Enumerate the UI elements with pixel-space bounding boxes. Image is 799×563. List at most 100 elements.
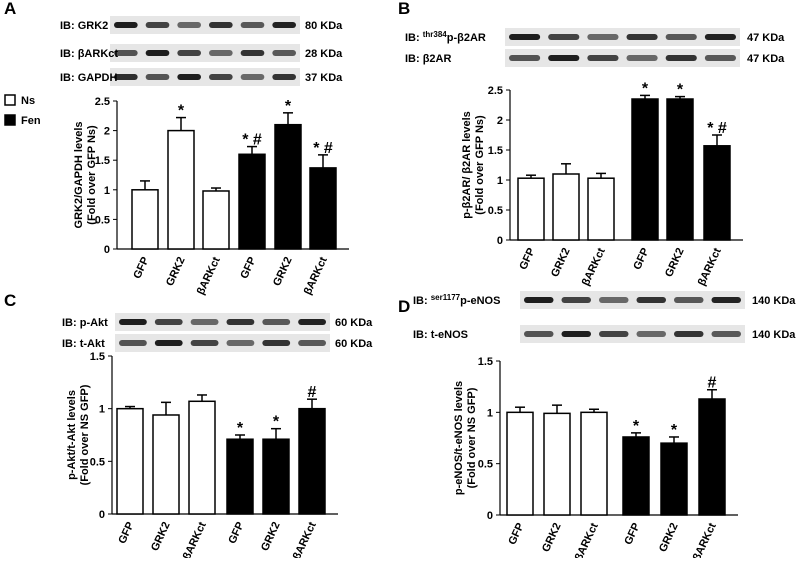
bar <box>274 123 302 250</box>
blot-band <box>599 297 629 303</box>
y-tick-label: 2 <box>104 126 110 138</box>
blot-label-part: IB: <box>405 32 423 44</box>
y-tick-label: 0.5 <box>90 456 105 468</box>
blot-band <box>209 50 233 56</box>
x-tick-label: βARKct <box>573 521 601 558</box>
bar <box>309 167 337 250</box>
bar <box>202 190 230 250</box>
blot-band <box>524 331 554 337</box>
bar <box>116 407 144 515</box>
blot-label-part: ser1177 <box>431 293 461 302</box>
blot-band <box>548 34 580 40</box>
y-axis-label-line: p-eNOS/t-eNOS levels <box>453 381 465 495</box>
y-tick-label: 1 <box>104 185 110 197</box>
bar <box>238 153 266 250</box>
panel-letter: C <box>4 291 16 310</box>
legend-label: Fen <box>21 115 41 127</box>
y-axis-label-line: (Fold over NS GFP) <box>466 387 478 488</box>
blot-band <box>226 340 255 346</box>
blot-band <box>190 340 219 346</box>
blot-band <box>209 74 233 80</box>
blot-band <box>704 55 736 61</box>
blot-band <box>119 340 147 346</box>
blot-band <box>262 319 291 325</box>
y-tick-label: 0 <box>99 509 105 521</box>
blot-band <box>599 331 629 337</box>
blot-label: IB: GRK2 <box>60 20 108 32</box>
blot-label: IB: GAPDH <box>60 72 118 84</box>
blot-band <box>240 22 265 28</box>
y-tick-label: 2 <box>497 115 503 127</box>
annotation: # <box>708 375 717 392</box>
blot-band <box>665 55 697 61</box>
x-tick-label: GFP <box>622 521 642 547</box>
y-axis-label-line: GRK2/GAPDH levels <box>73 122 85 229</box>
x-tick-label: GFP <box>226 520 246 546</box>
blot-band <box>262 340 291 346</box>
x-tick-label: βARKct <box>181 520 209 558</box>
x-tick-label: βARKct <box>691 521 719 558</box>
blot-band <box>587 55 619 61</box>
annotation: * <box>642 80 649 97</box>
y-tick-label: 2.5 <box>95 96 110 108</box>
blot-band <box>704 34 736 40</box>
y-tick-label: 2.5 <box>488 85 503 97</box>
bar <box>666 98 694 241</box>
annotation: * <box>285 98 292 115</box>
blot-size: 140 KDa <box>752 295 796 307</box>
blot-strip <box>115 334 330 352</box>
blot-label-part: p-β2AR <box>447 32 486 44</box>
x-tick-label: GFP <box>517 246 537 272</box>
annotation: * # <box>242 132 262 149</box>
blot-size: 28 KDa <box>305 48 343 60</box>
blot-band <box>114 22 138 28</box>
x-tick-label: βARKct <box>696 246 724 288</box>
blot-band <box>114 50 138 56</box>
blot-size: 37 KDa <box>305 72 343 84</box>
x-tick-label: GRK2 <box>259 520 283 553</box>
y-axis-label: p-Akt/t-Akt levels(Fold over NS GFP) <box>66 384 91 485</box>
y-axis-label-line: (Fold over NS GFP) <box>79 384 91 485</box>
y-axis-label: p-β2AR/ β2AR levels(Fold over GFP Ns) <box>461 111 486 219</box>
bar <box>622 436 650 516</box>
blot-band <box>145 22 170 28</box>
y-axis-label: GRK2/GAPDH levels(Fold over GFP Ns) <box>73 122 98 229</box>
x-tick-label: GFP <box>116 520 136 546</box>
x-tick-label: GFP <box>131 255 151 281</box>
annotation: * # <box>313 140 333 157</box>
blot-band <box>636 331 666 337</box>
x-tick-label: GFP <box>631 246 651 272</box>
bar <box>152 414 180 515</box>
annotation: * <box>671 422 678 439</box>
blot-band <box>509 34 541 40</box>
y-axis-label: p-eNOS/t-eNOS levels(Fold over NS GFP) <box>453 381 478 495</box>
y-tick-label: 0 <box>487 510 493 522</box>
blot-size: 47 KDa <box>747 53 785 65</box>
blot-strip <box>505 28 740 46</box>
y-tick-label: 0.5 <box>478 459 493 471</box>
blot-band <box>509 55 541 61</box>
blot-band <box>674 331 704 337</box>
legend-swatch <box>4 114 16 126</box>
blot-label: IB: ser1177p-eNOS <box>413 293 500 307</box>
blot-strip <box>520 291 745 309</box>
x-tick-label: GRK2 <box>149 520 173 553</box>
y-tick-label: 0.5 <box>488 205 503 217</box>
x-tick-label: GRK2 <box>663 246 687 279</box>
bar <box>587 177 615 241</box>
blot-band <box>272 22 296 28</box>
blot-size: 47 KDa <box>747 32 785 44</box>
blot-band <box>114 74 138 80</box>
blot-band <box>298 340 326 346</box>
blot-band <box>209 22 233 28</box>
bar <box>298 407 326 515</box>
y-tick-label: 1 <box>497 175 503 187</box>
bar <box>131 189 159 250</box>
blot-band <box>711 297 741 303</box>
x-tick-label: βARKct <box>580 246 608 288</box>
blot-label: IB: t-Akt <box>62 338 105 350</box>
blot-band <box>587 34 619 40</box>
blot-band <box>177 50 201 56</box>
legend-swatch <box>4 94 16 106</box>
